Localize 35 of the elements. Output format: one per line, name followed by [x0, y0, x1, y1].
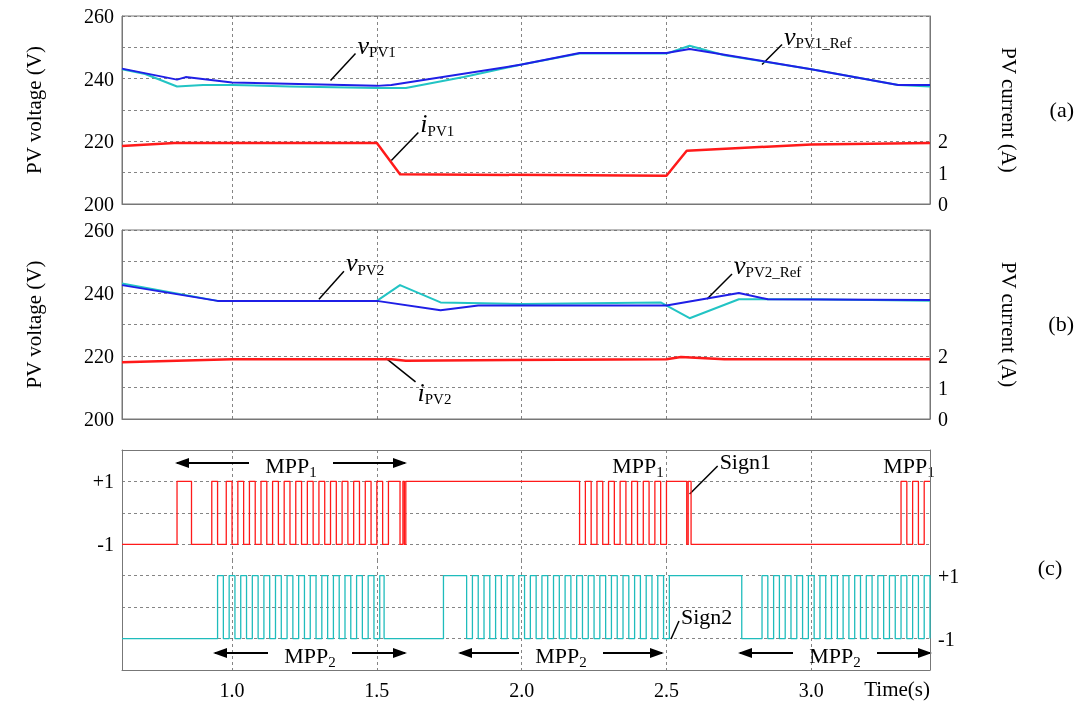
y-tick-label: 220	[84, 345, 114, 367]
y2-axis-title: PV current (A)	[996, 47, 1021, 173]
y2-tick-label: -1	[938, 627, 955, 650]
y-tick-label: 260	[84, 5, 114, 27]
x-axis-title: Time(s)	[864, 676, 931, 701]
x-tick-label: 1.5	[364, 679, 390, 701]
annotation: Sign2	[681, 603, 733, 629]
x-tick-label: 2.5	[653, 679, 679, 701]
y-tick-label: 220	[84, 130, 114, 153]
y-tick-label: -1	[97, 533, 114, 556]
y-tick-label: +1	[92, 470, 114, 493]
line-series	[120, 141, 932, 178]
annotation: Sign1	[719, 448, 771, 474]
x-tick-label: 2.0	[509, 679, 535, 701]
y-tick-label: 240	[84, 67, 114, 90]
y2-axis-title: PV current (A)	[996, 261, 1021, 388]
x-tick-label: 3.0	[798, 679, 824, 701]
y-axis-title: PV voltage (V)	[21, 260, 46, 389]
x-tick-label: 1.0	[219, 679, 245, 701]
y2-tick-label: 2	[938, 130, 948, 153]
y2-tick-label: 2	[938, 345, 948, 367]
text: (b)	[1048, 311, 1074, 336]
text: (a)	[1049, 96, 1074, 122]
y-tick-label: 240	[84, 282, 114, 304]
y-tick-label: 260	[84, 219, 114, 241]
y-tick-label: 200	[84, 193, 114, 215]
y-tick-label: 200	[84, 408, 114, 430]
y2-tick-label: 1	[938, 376, 948, 399]
text: (c)	[1037, 554, 1063, 580]
y2-tick-label: 0	[938, 408, 948, 430]
y2-tick-label: 1	[938, 161, 948, 184]
line-series	[121, 284, 931, 312]
y-axis-title: PV voltage (V)	[21, 46, 46, 174]
y2-tick-label: 0	[938, 193, 948, 215]
y2-tick-label: +1	[938, 564, 960, 587]
